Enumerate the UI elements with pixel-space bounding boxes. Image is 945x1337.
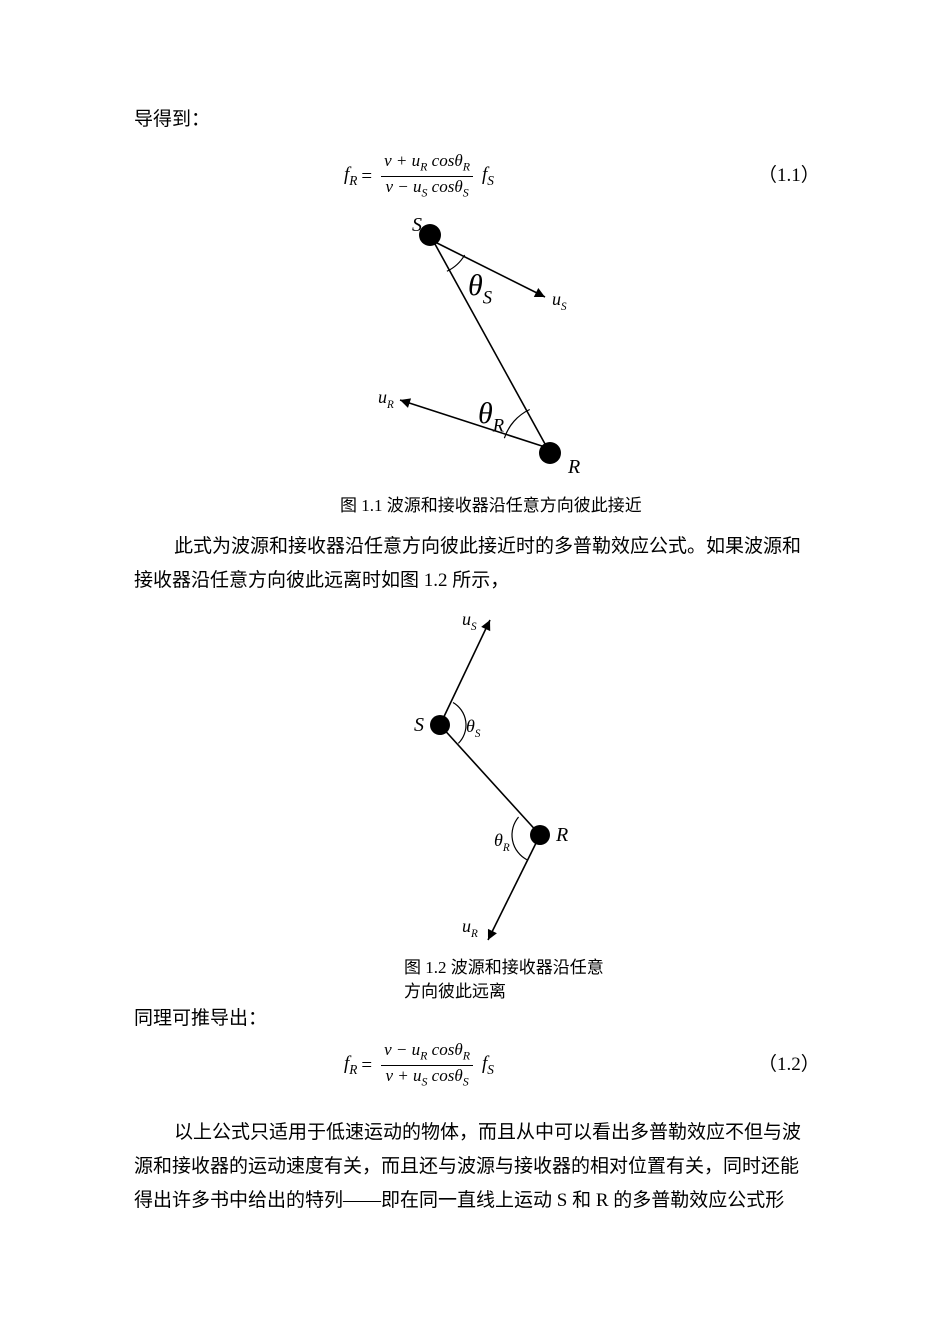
svg-text:θS: θS — [468, 269, 492, 308]
eq1-num-a: v + u — [384, 151, 420, 170]
equation-1-1-number: （1.1） — [758, 160, 820, 187]
figure-1-2: θS θR uS uR S R — [370, 610, 610, 950]
eq2-den-a: v + u — [385, 1066, 421, 1085]
eq2-den: v + uS cosθS — [381, 1065, 472, 1091]
figure-1-2-caption: 图 1.2 波源和接收器沿任意 方向彼此远离 — [404, 956, 664, 1004]
equals-sign: = — [361, 166, 372, 188]
figure-1-1-svg: θS θR uS uR S R — [340, 205, 620, 485]
eq1-den-a: v − u — [385, 177, 421, 196]
mid-text: 同理可推导出： — [134, 1002, 267, 1036]
eq2-lhs-sub: R — [349, 1062, 357, 1077]
figure-1-1-caption: 图 1.1 波源和接收器沿任意方向彼此接近 — [340, 494, 642, 518]
svg-text:R: R — [555, 824, 568, 846]
eq2-den-bsub: S — [463, 1075, 469, 1089]
eq2-fraction: v − uR cosθR v + uS cosθS — [380, 1040, 474, 1092]
svg-text:uR: uR — [378, 387, 394, 411]
lead-text-content: 导得到： — [134, 109, 210, 130]
svg-text:θS: θS — [466, 716, 481, 740]
figure-1-1-caption-text: 图 1.1 波源和接收器沿任意方向彼此接近 — [340, 496, 642, 515]
eq1-den-b: cosθ — [427, 177, 462, 196]
eq1-lhs: fR — [344, 164, 357, 189]
eq2-num: v − uR cosθR — [380, 1040, 474, 1065]
svg-text:R: R — [567, 456, 580, 478]
svg-text:S: S — [414, 714, 424, 736]
para2-line1: 以上公式只适用于低速运动的物体，而且从中可以看出多普勒效应不但与波 — [174, 1122, 801, 1143]
eq1-rhs-sub: S — [487, 173, 494, 188]
para1-line1: 此式为波源和接收器沿任意方向彼此接近时的多普勒效应公式。如果波源和 — [174, 536, 801, 557]
figure-1-2-caption-l1: 图 1.2 波源和接收器沿任意 — [404, 958, 604, 977]
eq2-den-b: cosθ — [427, 1066, 462, 1085]
page: 导得到： fR = v + uR cosθR v − uS cosθS fS （… — [0, 0, 945, 1337]
para2-line3: 得出许多书中给出的特列——即在同一直线上运动 S 和 R 的多普勒效应公式形 — [134, 1190, 784, 1211]
eq1-rhs: fS — [482, 164, 494, 189]
eq2-rhs: fS — [482, 1053, 494, 1078]
eq2-num-b: cosθ — [427, 1040, 462, 1059]
figure-1-2-svg: θS θR uS uR S R — [370, 610, 610, 950]
equation-1-2-number: （1.2） — [758, 1049, 820, 1076]
figure-1-2-caption-l2: 方向彼此远离 — [404, 982, 506, 1001]
eq1-lhs-sub: R — [349, 173, 357, 188]
eq1-num-b: cosθ — [427, 151, 462, 170]
lead-text: 导得到： — [134, 103, 210, 137]
eq2-rhs-sub: S — [487, 1062, 494, 1077]
mid-text-content: 同理可推导出： — [134, 1008, 267, 1029]
eq1-num-bsub: R — [463, 159, 470, 173]
eq1-den-bsub: S — [463, 186, 469, 200]
eq1-number-text: （1.1） — [758, 165, 820, 186]
eq2-lhs: fR — [344, 1053, 357, 1078]
eq2-number-text: （1.2） — [758, 1054, 820, 1075]
eq2-num-bsub: R — [463, 1048, 470, 1062]
para1-line2: 接收器沿任意方向彼此远离时如图 1.2 所示， — [134, 570, 509, 591]
eq2-num-a: v − u — [384, 1040, 420, 1059]
eq1-den: v − uS cosθS — [381, 176, 472, 202]
svg-text:uR: uR — [462, 916, 478, 940]
equals-sign-2: = — [361, 1055, 372, 1077]
figure-1-1: θS θR uS uR S R — [340, 205, 620, 485]
eq1-num: v + uR cosθR — [380, 151, 474, 176]
paragraph-2: 以上公式只适用于低速运动的物体，而且从中可以看出多普勒效应不但与波 源和接收器的… — [134, 1116, 812, 1218]
equation-1-2: fR = v − uR cosθR v + uS cosθS fS — [344, 1040, 494, 1092]
paragraph-1: 此式为波源和接收器沿任意方向彼此接近时的多普勒效应公式。如果波源和 接收器沿任意… — [134, 530, 812, 598]
svg-text:S: S — [412, 214, 422, 236]
svg-text:θR: θR — [478, 397, 505, 436]
para2-line2: 源和接收器的运动速度有关，而且还与波源与接收器的相对位置有关，同时还能 — [134, 1156, 799, 1177]
svg-text:uS: uS — [552, 289, 567, 313]
equation-1-1: fR = v + uR cosθR v − uS cosθS fS — [344, 151, 494, 203]
svg-text:uS: uS — [462, 610, 477, 633]
eq1-fraction: v + uR cosθR v − uS cosθS — [380, 151, 474, 203]
svg-text:θR: θR — [494, 830, 510, 854]
